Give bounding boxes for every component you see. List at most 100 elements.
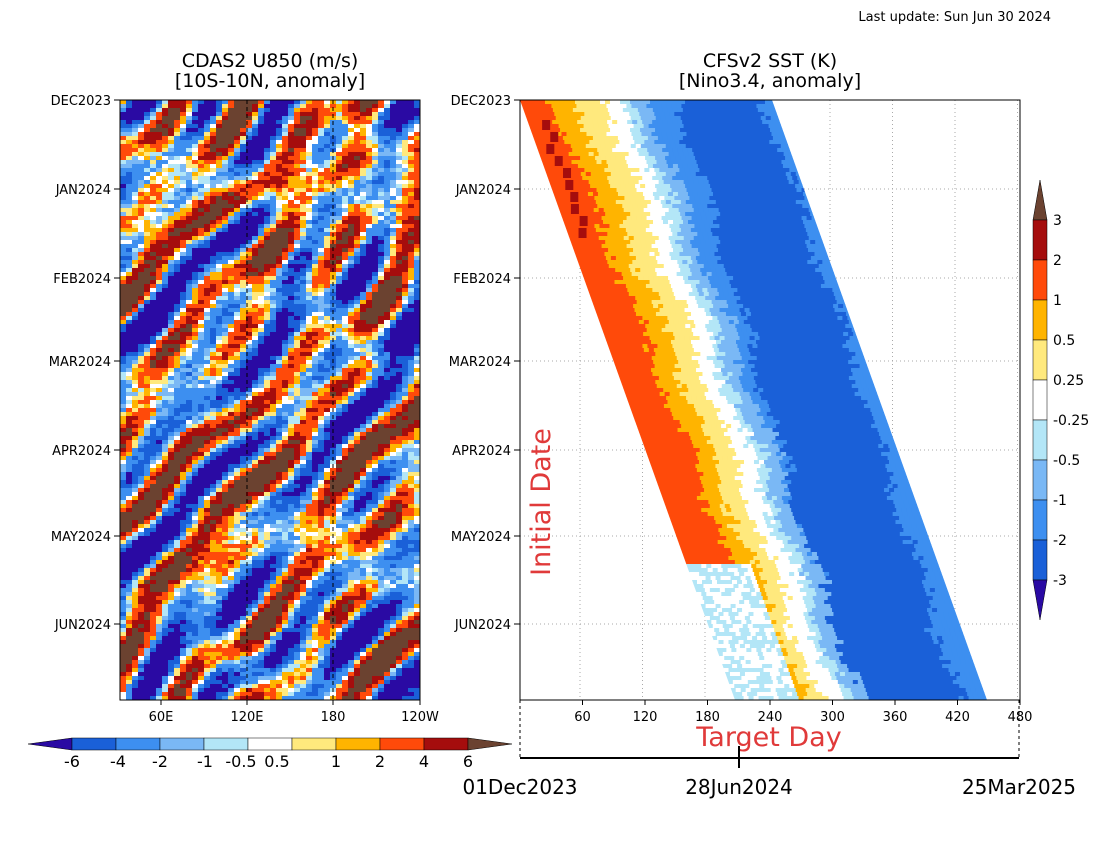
heatmap-cell: [306, 492, 313, 497]
heatmap-cell: [324, 148, 331, 153]
heatmap-cell: [354, 424, 361, 429]
heatmap-cell: [372, 356, 379, 361]
heatmap-cell: [378, 272, 385, 277]
heatmap-cell: [156, 204, 163, 209]
heatmap-cell: [174, 412, 181, 417]
heatmap-cell: [378, 104, 385, 109]
heatmap-cell: [168, 424, 175, 429]
heatmap-cell: [336, 328, 343, 333]
heatmap-cell: [348, 164, 355, 169]
heatmap-cell: [372, 360, 379, 365]
heatmap-cell: [234, 208, 241, 213]
heatmap-cell: [384, 492, 391, 497]
heatmap-cell: [222, 480, 229, 485]
heatmap-cell: [210, 132, 217, 137]
heatmap-cell: [252, 456, 259, 461]
heatmap-cell: [312, 476, 319, 481]
heatmap-cell: [132, 280, 139, 285]
heatmap-cell: [384, 376, 391, 381]
heatmap-cell: [354, 396, 361, 401]
heatmap-cell: [246, 352, 253, 357]
heatmap-cell: [216, 252, 223, 257]
heatmap-cell: [174, 208, 181, 213]
heatmap-cell: [162, 364, 169, 369]
heatmap-cell: [360, 156, 367, 161]
heatmap-cell: [258, 328, 265, 333]
heatmap-cell: [150, 236, 157, 241]
heatmap-cell: [264, 156, 271, 161]
heatmap-cell: [138, 204, 145, 209]
heatmap-cell: [396, 424, 403, 429]
heatmap-cell: [150, 356, 157, 361]
heatmap-cell: [168, 352, 175, 357]
heatmap-cell: [180, 420, 187, 425]
heatmap-cell: [372, 440, 379, 445]
heatmap-cell: [174, 244, 181, 249]
heatmap-cell: [234, 212, 241, 217]
heatmap-cell: [396, 308, 403, 313]
heatmap-cell: [348, 336, 355, 341]
heatmap-cell: [354, 136, 361, 141]
heatmap-cell: [240, 400, 247, 405]
heatmap-cell: [312, 160, 319, 165]
heatmap-cell: [216, 164, 223, 169]
heatmap-cell: [174, 340, 181, 345]
heatmap-cell: [264, 196, 271, 201]
heatmap-cell: [276, 428, 283, 433]
heatmap-cell: [414, 448, 420, 453]
heatmap-cell: [126, 464, 133, 469]
heatmap-cell: [276, 488, 283, 493]
heatmap-cell: [366, 284, 373, 289]
heatmap-cell: [414, 292, 420, 297]
heatmap-cell: [126, 228, 133, 233]
heatmap-cell: [144, 168, 151, 173]
heatmap-cell: [390, 192, 397, 197]
heatmap-cell: [204, 288, 211, 293]
heatmap-cell: [366, 376, 373, 381]
heatmap-cell: [408, 472, 415, 477]
heatmap-cell: [180, 336, 187, 341]
heatmap-cell: [384, 252, 391, 257]
heatmap-cell: [288, 424, 295, 429]
heatmap-cell: [348, 184, 355, 189]
heatmap-cell: [318, 412, 325, 417]
heatmap-cell: [318, 216, 325, 221]
heatmap-cell: [198, 316, 205, 321]
heatmap-cell: [186, 108, 193, 113]
heatmap-cell: [156, 272, 163, 277]
heatmap-cell: [300, 308, 307, 313]
heatmap-cell: [222, 332, 229, 337]
heatmap-cell: [264, 148, 271, 153]
heatmap-cell: [354, 488, 361, 493]
heatmap-cell: [372, 108, 379, 113]
heatmap-cell: [138, 456, 145, 461]
heatmap-cell: [258, 304, 265, 309]
heatmap-cell: [402, 280, 409, 285]
heatmap-cell: [174, 196, 181, 201]
heatmap-cell: [366, 160, 373, 165]
heatmap-cell: [216, 272, 223, 277]
heatmap-cell: [246, 332, 253, 337]
heatmap-cell: [162, 296, 169, 301]
heatmap-cell: [216, 284, 223, 289]
heatmap-cell: [222, 388, 229, 393]
heatmap-cell: [186, 468, 193, 473]
heatmap-cell: [402, 380, 409, 385]
heatmap-cell: [270, 460, 277, 465]
heatmap-cell: [180, 200, 187, 205]
heatmap-cell: [360, 180, 367, 185]
heatmap-cell: [240, 104, 247, 109]
heatmap-cell: [372, 464, 379, 469]
heatmap-cell: [402, 256, 409, 261]
heatmap-cell: [306, 216, 313, 221]
heatmap-cell: [354, 468, 361, 473]
heatmap-cell: [408, 348, 415, 353]
heatmap-cell: [198, 172, 205, 177]
heatmap-cell: [162, 284, 169, 289]
heatmap-cell: [294, 460, 301, 465]
heatmap-cell: [222, 404, 229, 409]
heatmap-cell: [150, 288, 157, 293]
heatmap-cell: [120, 356, 127, 361]
heatmap-cell: [210, 112, 217, 117]
heatmap-cell: [168, 360, 175, 365]
